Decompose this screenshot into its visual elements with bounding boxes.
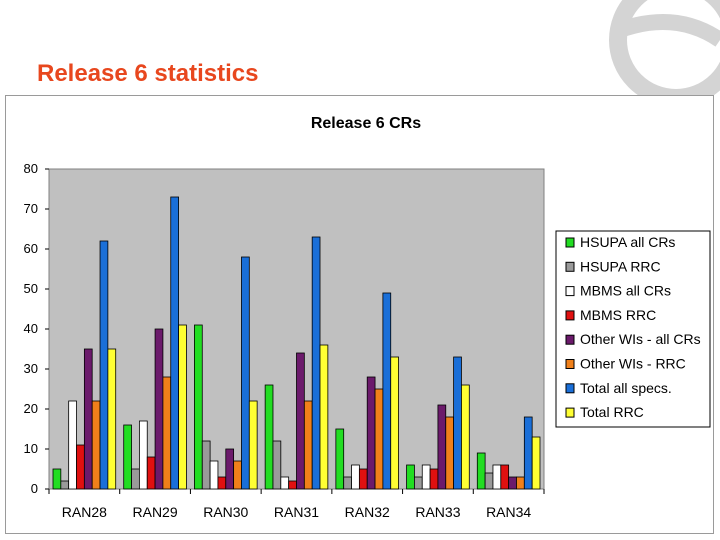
x-category-label: RAN34 (486, 504, 531, 520)
bar (264, 384, 274, 490)
legend-label: MBMS RRC (580, 307, 656, 323)
bar (91, 400, 101, 490)
company-logo (596, 0, 720, 108)
bar (241, 256, 250, 490)
y-axis: 0 10 20 30 40 50 60 70 80 (24, 161, 49, 496)
bar (217, 476, 227, 490)
legend-swatch (565, 310, 575, 321)
y-tick-label: 40 (24, 321, 38, 336)
y-tick-label: 60 (24, 241, 38, 256)
legend-label: MBMS all CRs (580, 283, 671, 299)
bar (131, 468, 140, 490)
x-axis: RAN28 RAN29 RAN30 RAN31 RAN32 RAN33 RAN34 (48, 489, 545, 520)
bar (492, 464, 502, 490)
y-tick-label: 50 (24, 281, 38, 296)
bars-group (52, 196, 541, 490)
legend-label: Total all specs. (580, 380, 672, 396)
bar (303, 400, 313, 490)
bar (476, 452, 486, 490)
bar (523, 416, 533, 490)
x-category-label: RAN32 (345, 504, 390, 520)
bar (319, 344, 329, 490)
bar (225, 448, 235, 490)
bar (484, 472, 494, 490)
bar (296, 352, 305, 490)
bar (382, 292, 392, 490)
y-tick-label: 0 (31, 481, 38, 496)
bar (414, 476, 423, 490)
legend-swatch (565, 261, 575, 272)
legend-swatch (565, 407, 575, 418)
bar (201, 440, 211, 490)
bar (123, 424, 132, 490)
legend: HSUPA all CRs HSUPA RRC MBMS all CRs MBMS R… (555, 230, 711, 428)
bar (311, 236, 321, 490)
bar (146, 456, 156, 490)
x-category-label: RAN30 (203, 504, 248, 520)
legend-label: Other WIs - RRC (580, 356, 686, 372)
legend-swatch (565, 383, 575, 394)
bar (406, 464, 415, 490)
bar (335, 428, 345, 490)
legend-label: Other WIs - all CRs (580, 331, 701, 347)
bar (272, 440, 282, 490)
x-category-label: RAN29 (133, 504, 178, 520)
chart-frame: Release 6 CRs 0 10 20 30 40 50 60 70 80 RAN28 RAN… (5, 95, 714, 534)
bar (351, 464, 360, 490)
bar (60, 480, 70, 490)
bar (52, 468, 62, 490)
legend-box (555, 230, 711, 428)
x-category-label: RAN28 (62, 504, 107, 520)
bar (461, 384, 470, 490)
bar (390, 356, 399, 490)
bar (445, 416, 455, 490)
x-category-label: RAN33 (415, 504, 460, 520)
bar (531, 436, 541, 490)
bar (366, 376, 376, 490)
legend-label: HSUPA RRC (580, 258, 661, 274)
bar (421, 464, 431, 490)
x-category-label: RAN31 (274, 504, 319, 520)
slide-title: Release 6 statistics (37, 60, 259, 87)
bar (233, 460, 242, 490)
bar (343, 476, 352, 490)
y-tick-label: 30 (24, 361, 38, 376)
bar (76, 444, 85, 490)
chart-title: Release 6 CRs (311, 115, 421, 132)
legend-swatch (565, 237, 575, 248)
bar (170, 196, 179, 490)
bar (107, 348, 117, 490)
bar (508, 476, 517, 490)
bar (194, 324, 203, 490)
bar (288, 480, 297, 490)
bar (162, 376, 172, 490)
y-tick-label: 10 (24, 441, 38, 456)
bar (437, 404, 447, 490)
bar (99, 240, 109, 490)
y-tick-label: 70 (24, 201, 38, 216)
bar (248, 400, 258, 490)
legend-label: HSUPA all CRs (580, 234, 675, 250)
bar (280, 476, 290, 490)
y-tick-label: 80 (24, 161, 38, 176)
legend-swatch (565, 359, 575, 369)
bar (516, 476, 525, 490)
bar (453, 356, 462, 490)
y-tick-label: 20 (24, 401, 38, 416)
legend-label: Total RRC (580, 404, 644, 420)
bar (500, 464, 510, 490)
bar (138, 420, 148, 490)
bar (374, 388, 384, 490)
bar (209, 460, 219, 490)
bar (429, 468, 439, 490)
legend-swatch (565, 334, 575, 345)
bar (154, 328, 164, 490)
bar (178, 324, 187, 490)
bar (358, 468, 368, 490)
bar (68, 400, 77, 490)
legend-swatch (565, 286, 575, 297)
bar (83, 348, 93, 490)
